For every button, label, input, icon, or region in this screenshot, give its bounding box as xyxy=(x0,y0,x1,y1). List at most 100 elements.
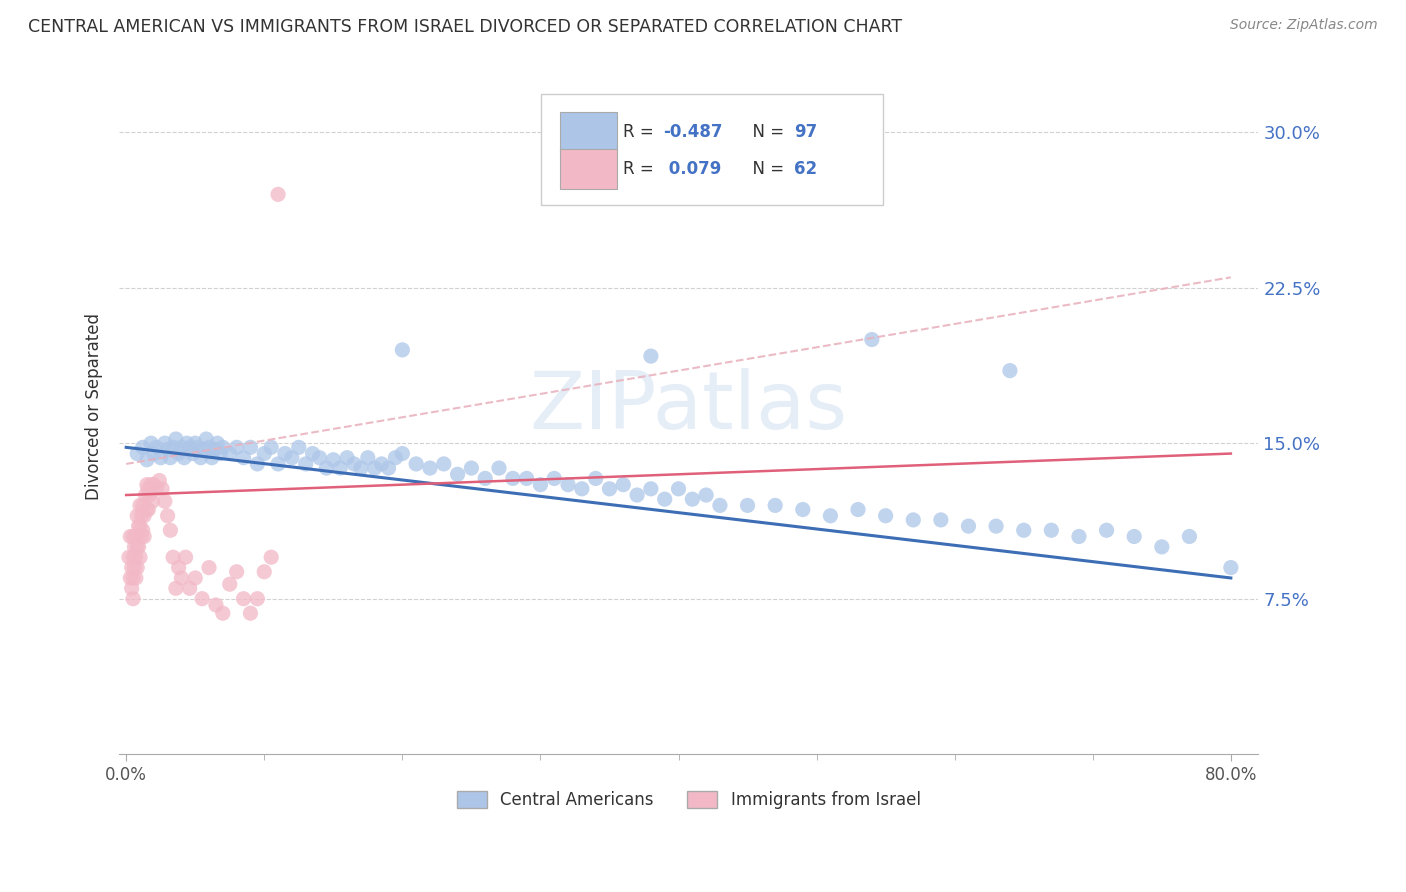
Point xyxy=(598,482,620,496)
FancyBboxPatch shape xyxy=(560,112,617,152)
Point xyxy=(626,488,648,502)
Point xyxy=(301,446,323,460)
Point xyxy=(120,529,142,543)
Point xyxy=(246,591,269,606)
Legend: Central Americans, Immigrants from Israel: Central Americans, Immigrants from Israe… xyxy=(450,784,928,815)
Point xyxy=(929,513,952,527)
Point xyxy=(763,499,786,513)
Point xyxy=(239,440,262,454)
Point xyxy=(1067,529,1090,543)
FancyBboxPatch shape xyxy=(541,95,883,205)
Point xyxy=(141,494,163,508)
Point xyxy=(232,450,254,465)
Point xyxy=(957,519,980,533)
Point xyxy=(211,606,233,620)
Point xyxy=(260,550,283,565)
Point xyxy=(145,482,167,496)
Point xyxy=(370,457,392,471)
Point xyxy=(308,450,330,465)
Point xyxy=(1219,560,1241,574)
Point xyxy=(124,560,146,574)
Point xyxy=(127,508,149,523)
Point xyxy=(260,440,283,454)
Text: CENTRAL AMERICAN VS IMMIGRANTS FROM ISRAEL DIVORCED OR SEPARATED CORRELATION CHA: CENTRAL AMERICAN VS IMMIGRANTS FROM ISRA… xyxy=(28,18,903,36)
Point xyxy=(336,450,359,465)
Point xyxy=(122,591,145,606)
Point xyxy=(350,461,373,475)
Point xyxy=(135,477,157,491)
Point xyxy=(446,467,468,482)
Point xyxy=(127,446,149,460)
Point xyxy=(195,432,218,446)
Point xyxy=(142,477,165,491)
Y-axis label: Divorced or Separated: Divorced or Separated xyxy=(86,313,103,500)
Point xyxy=(132,499,155,513)
Point xyxy=(737,499,759,513)
Point xyxy=(364,461,387,475)
Point xyxy=(121,582,143,596)
Text: R =: R = xyxy=(623,123,659,141)
Point xyxy=(125,571,148,585)
Point xyxy=(131,508,153,523)
Point xyxy=(122,529,145,543)
Point xyxy=(128,519,150,533)
Point xyxy=(156,442,179,457)
Point xyxy=(640,349,662,363)
Point xyxy=(207,436,229,450)
Point xyxy=(139,477,162,491)
Point xyxy=(162,550,184,565)
Point xyxy=(176,436,198,450)
Point xyxy=(125,529,148,543)
Point xyxy=(218,577,240,591)
Point xyxy=(167,560,190,574)
Point xyxy=(433,457,456,471)
Point xyxy=(134,529,156,543)
Point xyxy=(132,440,155,454)
Point xyxy=(127,540,149,554)
Point xyxy=(153,436,176,450)
Point xyxy=(159,450,181,465)
Point xyxy=(205,598,228,612)
Point xyxy=(136,502,159,516)
Point xyxy=(149,450,172,465)
Point xyxy=(998,363,1021,377)
Point xyxy=(129,519,152,533)
Point xyxy=(846,502,869,516)
Point xyxy=(253,446,276,460)
Point xyxy=(1012,523,1035,537)
Point xyxy=(1095,523,1118,537)
Point xyxy=(122,550,145,565)
Point xyxy=(225,565,247,579)
Point xyxy=(187,440,209,454)
Point xyxy=(695,488,717,502)
Point xyxy=(405,457,427,471)
Point xyxy=(903,513,925,527)
Point xyxy=(612,477,634,491)
Point xyxy=(165,582,187,596)
Point xyxy=(129,550,152,565)
Point xyxy=(135,452,157,467)
Point xyxy=(209,446,232,460)
Point xyxy=(875,508,897,523)
Point xyxy=(571,482,593,496)
Point xyxy=(225,440,247,454)
Point xyxy=(198,440,221,454)
Point xyxy=(253,565,276,579)
Point xyxy=(118,550,141,565)
Point xyxy=(322,452,344,467)
Text: 0.079: 0.079 xyxy=(662,161,721,178)
Point xyxy=(145,440,167,454)
Point xyxy=(193,442,215,457)
Point xyxy=(125,550,148,565)
Point xyxy=(184,436,207,450)
Point xyxy=(267,187,290,202)
Text: ZIPatlas: ZIPatlas xyxy=(530,368,848,446)
Point xyxy=(204,442,226,457)
Point xyxy=(543,471,565,485)
Point xyxy=(391,343,413,357)
Point xyxy=(329,461,352,475)
FancyBboxPatch shape xyxy=(560,149,617,189)
Point xyxy=(460,461,482,475)
Point xyxy=(174,550,197,565)
Point xyxy=(124,540,146,554)
